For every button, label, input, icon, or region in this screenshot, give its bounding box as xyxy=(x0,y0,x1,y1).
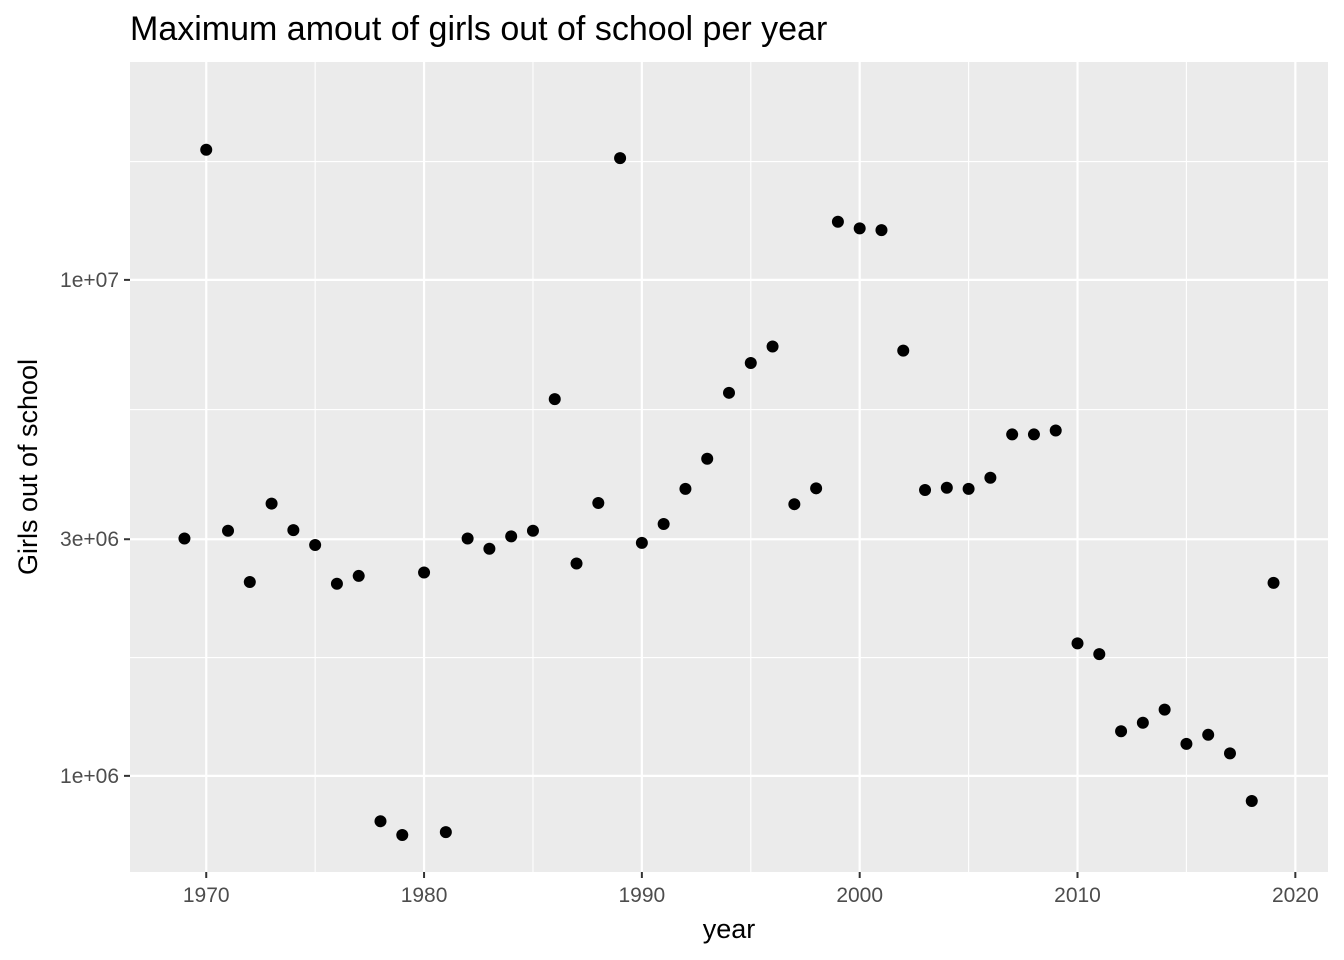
data-point xyxy=(243,575,256,588)
data-point xyxy=(1180,737,1193,750)
data-point xyxy=(897,344,910,357)
data-point xyxy=(461,532,474,545)
data-point xyxy=(1006,428,1019,441)
data-point xyxy=(483,542,496,555)
data-point xyxy=(614,152,627,165)
data-point xyxy=(439,826,452,839)
data-point xyxy=(701,452,714,465)
data-point xyxy=(853,222,866,235)
data-point xyxy=(1093,648,1106,661)
plot-panel xyxy=(130,62,1328,872)
data-point xyxy=(374,815,387,828)
data-point xyxy=(570,557,583,570)
data-point xyxy=(396,828,409,841)
data-point xyxy=(984,471,997,484)
data-point xyxy=(1158,703,1171,716)
data-point xyxy=(810,482,823,495)
y-tick-label: 1e+06 xyxy=(60,765,119,788)
data-point xyxy=(200,143,213,156)
x-tick-label: 1970 xyxy=(183,884,230,907)
y-tick-label: 1e+07 xyxy=(60,269,119,292)
chart-title: Maximum amout of girls out of school per… xyxy=(130,10,827,48)
data-point xyxy=(1115,725,1128,738)
data-point xyxy=(178,532,191,545)
data-point xyxy=(265,497,278,510)
data-point xyxy=(1202,728,1215,741)
minor-gridlines xyxy=(130,62,1328,872)
data-points xyxy=(178,143,1280,841)
data-point xyxy=(635,536,648,549)
data-point xyxy=(1267,576,1280,589)
data-point xyxy=(1245,794,1258,807)
data-point xyxy=(222,524,235,537)
x-tick-label: 2020 xyxy=(1272,884,1319,907)
y-tick-label: 3e+06 xyxy=(60,528,119,551)
data-point xyxy=(1049,424,1062,437)
data-point xyxy=(418,566,431,579)
data-point xyxy=(657,517,670,530)
data-point xyxy=(287,524,300,537)
data-point xyxy=(723,386,735,399)
x-axis-title: year xyxy=(703,914,756,944)
data-point xyxy=(962,482,975,495)
x-axis: 1970 1980 1990 2000 2010 2020 xyxy=(183,872,1319,907)
data-point xyxy=(352,569,365,582)
data-point xyxy=(919,484,932,497)
major-gridlines xyxy=(130,62,1328,872)
data-point xyxy=(940,481,953,494)
x-tick-label: 1990 xyxy=(619,884,666,907)
data-point xyxy=(788,498,801,511)
data-point xyxy=(875,224,888,237)
data-point xyxy=(1136,716,1149,729)
data-point xyxy=(330,577,343,590)
data-point xyxy=(548,393,561,406)
data-point xyxy=(505,530,518,543)
x-tick-label: 2000 xyxy=(836,884,883,907)
data-point xyxy=(831,215,844,228)
data-point xyxy=(526,524,539,537)
data-point xyxy=(1027,428,1040,441)
data-point xyxy=(1223,747,1236,760)
data-point xyxy=(766,340,779,353)
data-point xyxy=(744,356,757,369)
data-point xyxy=(592,496,605,509)
y-axis-title: Girls out of school xyxy=(13,359,43,575)
data-point xyxy=(309,539,322,552)
y-axis: 1e+06 3e+06 1e+07 xyxy=(60,269,130,788)
data-point xyxy=(679,482,692,495)
data-point xyxy=(1071,637,1084,650)
x-tick-label: 2010 xyxy=(1054,884,1101,907)
x-tick-label: 1980 xyxy=(401,884,448,907)
